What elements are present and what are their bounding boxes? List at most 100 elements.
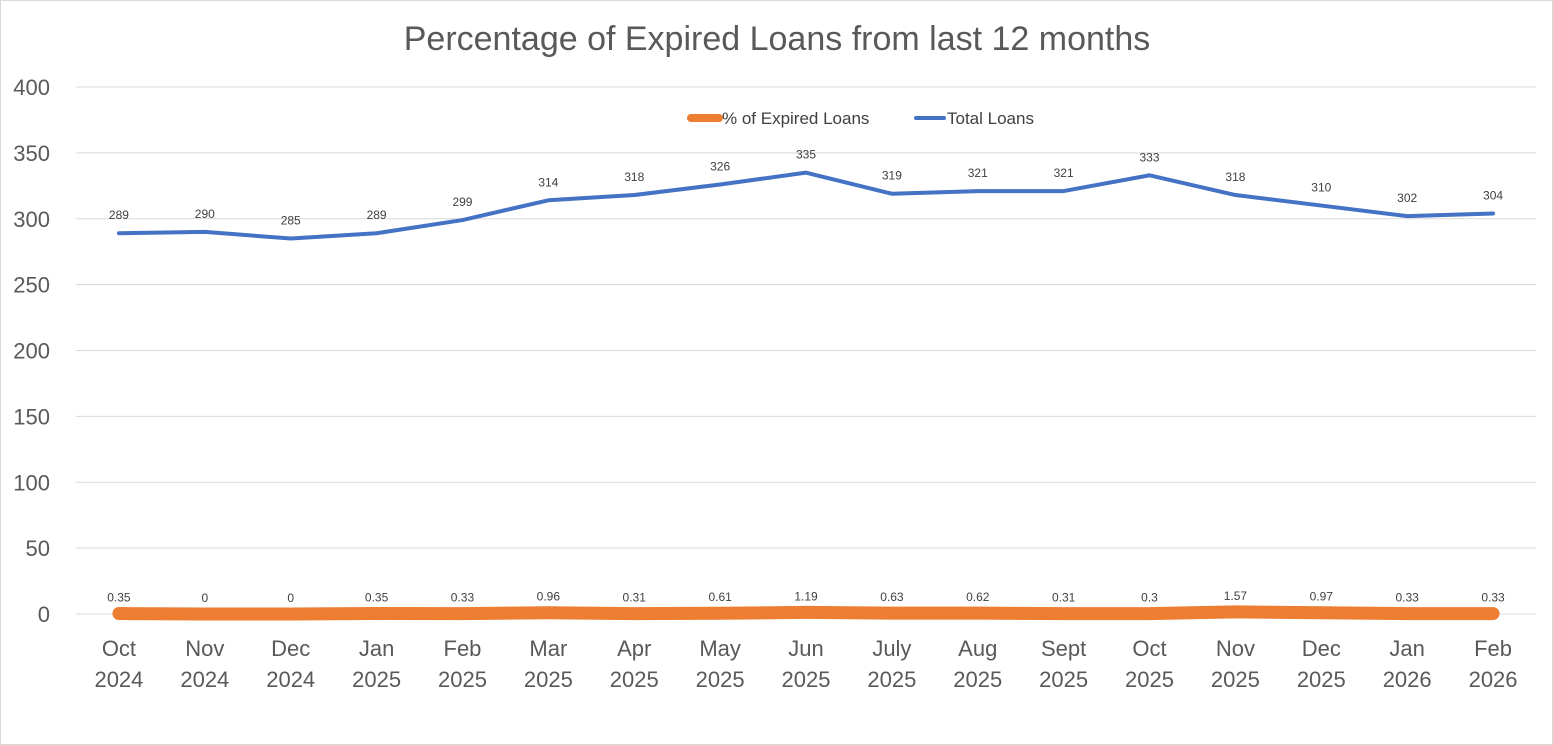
data-label: 326: [710, 159, 730, 173]
x-tick-label: Feb 2025: [438, 636, 487, 692]
x-tick-month: Sept: [1041, 636, 1086, 661]
legend-label: % of Expired Loans: [722, 109, 869, 128]
x-tick-year: 2025: [867, 667, 916, 692]
data-label: 304: [1483, 188, 1503, 202]
x-tick-month: May: [699, 636, 741, 661]
x-tick-year: 2024: [180, 667, 229, 692]
x-tick-label: Oct 2024: [94, 636, 143, 692]
x-tick-label: May 2025: [696, 636, 745, 692]
data-label: 318: [624, 170, 644, 184]
series-line-0: [112, 605, 1500, 621]
x-tick-year: 2026: [1469, 667, 1518, 692]
y-axis: 0 50 100 150 200 250 300 350 400: [13, 75, 50, 627]
data-label: 310: [1311, 181, 1331, 195]
data-label: 0.61: [708, 590, 732, 604]
x-tick-year: 2025: [782, 667, 831, 692]
y-tick-label: 250: [13, 273, 50, 298]
data-label: 321: [968, 166, 988, 180]
x-tick-month: July: [872, 636, 911, 661]
x-tick-label: Jan 2025: [352, 636, 401, 692]
y-tick-label: 150: [13, 404, 50, 429]
x-tick-label: Mar 2025: [524, 636, 573, 692]
x-tick-label: July 2025: [867, 636, 916, 692]
x-tick-month: Jan: [359, 636, 394, 661]
x-tick-month: Nov: [1216, 636, 1255, 661]
x-tick-year: 2025: [1211, 667, 1260, 692]
data-label: 0.31: [623, 591, 647, 605]
data-label: 0: [201, 591, 208, 605]
x-tick-year: 2025: [1039, 667, 1088, 692]
x-tick-year: 2025: [1125, 667, 1174, 692]
x-tick-year: 2025: [953, 667, 1002, 692]
x-tick-year: 2025: [610, 667, 659, 692]
x-tick-label: Nov 2025: [1211, 636, 1260, 692]
data-label: 289: [367, 208, 387, 222]
data-label: 314: [538, 175, 558, 189]
y-tick-label: 0: [38, 602, 50, 627]
y-tick-label: 50: [26, 536, 50, 561]
x-tick-label: Aug 2025: [953, 636, 1002, 692]
x-tick-month: Dec: [271, 636, 310, 661]
data-label: 0.97: [1310, 590, 1334, 604]
y-tick-label: 350: [13, 141, 50, 166]
legend-item: Total Loans: [914, 109, 1034, 128]
x-tick-label: Oct 2025: [1125, 636, 1174, 692]
data-label: 1.57: [1224, 589, 1248, 603]
legend-label: Total Loans: [947, 109, 1034, 128]
x-tick-month: Feb: [444, 636, 482, 661]
series-line-1: [116, 170, 1496, 241]
series-lines: [112, 170, 1500, 621]
data-label: 0.35: [107, 591, 131, 605]
y-tick-label: 300: [13, 207, 50, 232]
x-tick-label: Apr 2025: [610, 636, 659, 692]
x-tick-month: Oct: [1132, 636, 1166, 661]
x-tick-month: Feb: [1474, 636, 1512, 661]
x-axis: Oct 2024 Nov 2024 Dec 2024 Jan 2025 Feb 2025 Mar 20…: [94, 636, 1517, 692]
x-tick-label: Dec 2024: [266, 636, 315, 692]
data-label: 290: [195, 207, 215, 221]
x-tick-year: 2025: [696, 667, 745, 692]
data-label: 321: [1054, 166, 1074, 180]
x-tick-year: 2025: [352, 667, 401, 692]
data-label: 0.33: [451, 591, 475, 605]
x-tick-label: Sept 2025: [1039, 636, 1088, 692]
data-label: 333: [1140, 150, 1160, 164]
legend: % of Expired Loans Total Loans: [687, 109, 1034, 128]
data-label: 0.63: [880, 590, 904, 604]
x-tick-month: Jan: [1389, 636, 1424, 661]
x-tick-year: 2025: [438, 667, 487, 692]
y-tick-label: 200: [13, 339, 50, 364]
x-tick-month: Mar: [529, 636, 567, 661]
data-label: 0.31: [1052, 591, 1076, 605]
x-tick-label: Jan 2026: [1383, 636, 1432, 692]
x-tick-year: 2025: [524, 667, 573, 692]
chart-title: Percentage of Expired Loans from last 12…: [404, 20, 1151, 58]
data-label: 302: [1397, 191, 1417, 205]
x-tick-label: Dec 2025: [1297, 636, 1346, 692]
x-tick-month: Apr: [617, 636, 651, 661]
data-label: 285: [281, 214, 301, 228]
data-label: 0.3: [1141, 591, 1158, 605]
data-label: 335: [796, 148, 816, 162]
data-label: 289: [109, 208, 129, 222]
data-label: 0.96: [537, 590, 561, 604]
x-tick-month: Oct: [102, 636, 136, 661]
x-tick-month: Aug: [958, 636, 997, 661]
data-labels: 0.35 0 0 0.35 0.33 0.96 0.31 0.61 1.19 0.63 0.62 0.…: [107, 148, 1505, 605]
data-label: 318: [1225, 170, 1245, 184]
legend-item: % of Expired Loans: [687, 109, 869, 128]
y-tick-label: 400: [13, 75, 50, 100]
data-label: 319: [882, 169, 902, 183]
x-tick-label: Nov 2024: [180, 636, 229, 692]
data-label: 0.33: [1481, 591, 1505, 605]
x-tick-year: 2024: [266, 667, 315, 692]
data-label: 0.35: [365, 591, 389, 605]
x-tick-year: 2025: [1297, 667, 1346, 692]
data-label: 0: [287, 591, 294, 605]
data-label: 0.62: [966, 590, 990, 604]
y-tick-label: 100: [13, 470, 50, 495]
gridlines: [76, 86, 1536, 615]
x-tick-month: Jun: [788, 636, 823, 661]
